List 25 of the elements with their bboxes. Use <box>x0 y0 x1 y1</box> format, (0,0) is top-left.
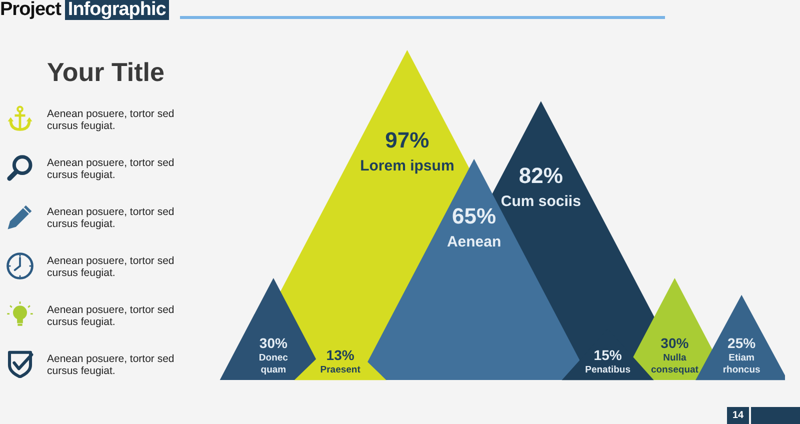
data-label: 97% <box>385 128 430 152</box>
category-label: Nulla consequat <box>650 352 700 376</box>
text: 14 <box>727 407 749 424</box>
data-label: 30% <box>660 335 690 351</box>
category-label: Penatibus <box>585 364 631 376</box>
data-label: 25% <box>728 335 756 351</box>
category-label: Aenean <box>446 234 502 251</box>
text: Your Title <box>47 57 164 87</box>
data-label: 65% <box>452 204 496 229</box>
category-label: Praesent <box>320 364 362 376</box>
text: Aenean posuere, tortor sed cursus feugiat. <box>47 353 176 377</box>
text: Aenean posuere, tortor sed cursus feugiat. <box>47 157 176 181</box>
data-label: 13% <box>326 347 355 363</box>
category-label: Lorem ipsum <box>360 158 454 174</box>
text: Aenean posuere, tortor sed cursus feugiat. <box>47 206 176 230</box>
category-label: Donec quam <box>258 352 288 376</box>
category-label: Etiam rhoncus <box>722 352 760 376</box>
data-label: 15% <box>594 347 622 363</box>
text: Aenean posuere, tortor sed cursus feugiat. <box>47 304 176 328</box>
category-label: Cum sociis <box>500 193 581 210</box>
data-label: 30% <box>259 335 288 351</box>
data-label: 82% <box>518 163 563 188</box>
text: Aenean posuere, tortor sed cursus feugiat. <box>47 108 176 132</box>
text: Aenean posuere, tortor sed cursus feugiat. <box>47 255 176 279</box>
text: Project Infographic <box>0 0 167 20</box>
